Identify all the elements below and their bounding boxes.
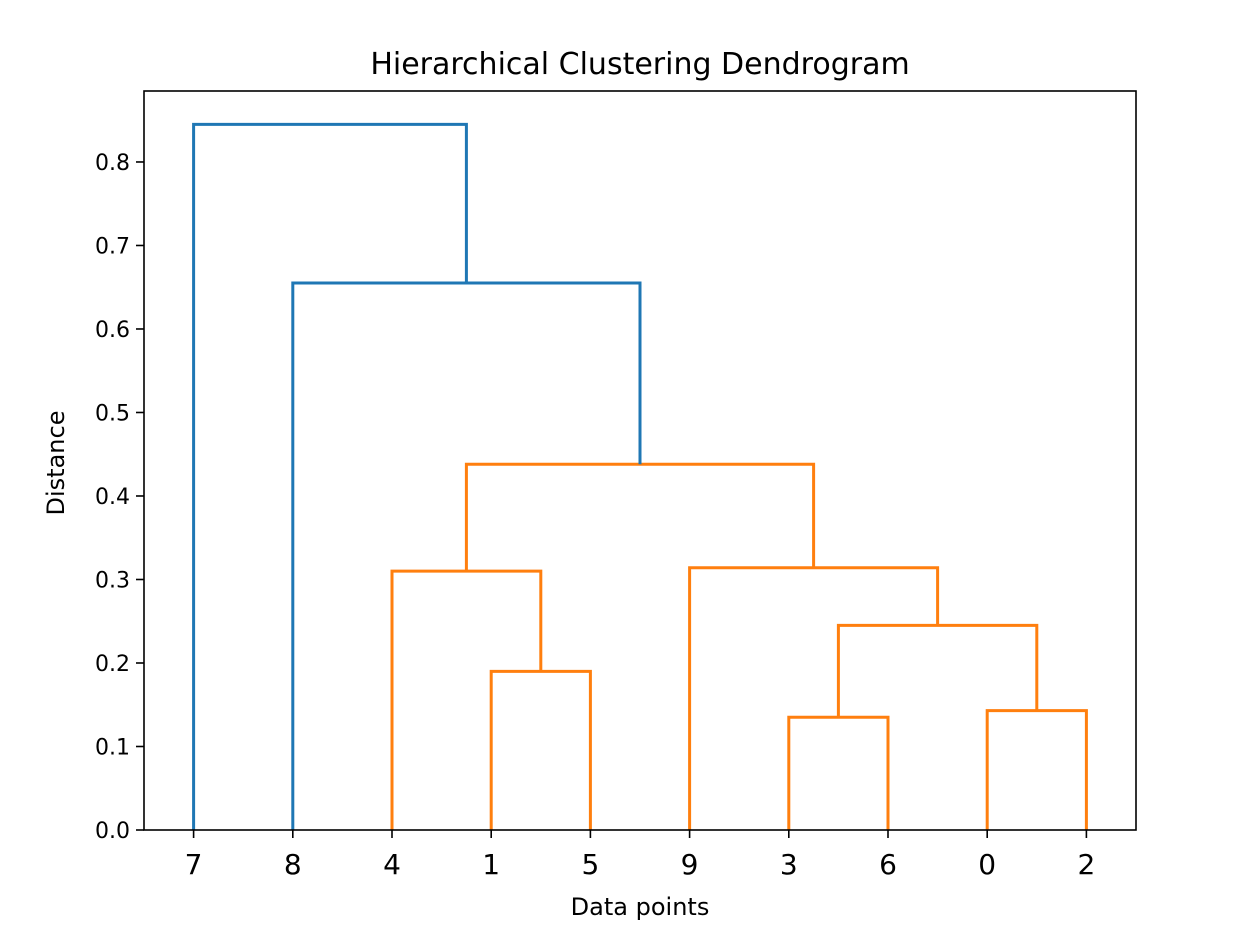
x-tick-label: 5 <box>581 848 599 881</box>
x-tick-label: 3 <box>780 848 798 881</box>
x-tick-label: 0 <box>978 848 996 881</box>
y-tick-label: 0.3 <box>95 568 130 593</box>
y-tick-label: 0.8 <box>95 151 130 176</box>
plot-frame <box>143 90 1137 831</box>
y-axis: 0.0 0.1 0.2 0.3 0.4 0.5 0.6 0.7 0.8 <box>95 151 144 844</box>
dendrogram-link-9--3-6-0-2 <box>688 566 940 830</box>
x-tick-label: 7 <box>185 848 203 881</box>
y-tick-label: 0.5 <box>95 401 130 426</box>
x-tick-label: 4 <box>383 848 401 881</box>
y-tick-label: 0.2 <box>95 652 130 677</box>
chart-title: Hierarchical Clustering Dendrogram <box>370 47 909 82</box>
x-tick-label: 2 <box>1077 848 1095 881</box>
x-tick-label: 6 <box>879 848 897 881</box>
y-tick-label: 0.1 <box>95 735 130 760</box>
y-tick-label: 0.6 <box>95 318 130 343</box>
x-axis-label: Data points <box>571 893 710 921</box>
y-tick-label: 0.4 <box>95 485 130 510</box>
dendrogram-link-1--5 <box>489 669 592 830</box>
dendrogram-link-3--6 <box>787 715 890 830</box>
dendrogram-link-4-1-5--9-3-6-0-2 <box>464 462 816 572</box>
dendrogram-link-4--1-5 <box>390 569 543 830</box>
x-tick-label: 1 <box>482 848 500 881</box>
dendrogram-link-7--8-4-1-5-9-3-6-0-2 <box>192 122 468 830</box>
x-tick-label: 9 <box>681 848 699 881</box>
dendrogram-link-0--2 <box>985 709 1088 830</box>
x-tick-label: 8 <box>284 848 302 881</box>
dendrogram-link-3-6--0-2 <box>836 623 1039 718</box>
y-tick-label: 0.0 <box>95 819 130 844</box>
y-axis-label: Distance <box>42 411 70 516</box>
plot-area <box>192 122 1088 830</box>
y-tick-label: 0.7 <box>95 234 130 259</box>
